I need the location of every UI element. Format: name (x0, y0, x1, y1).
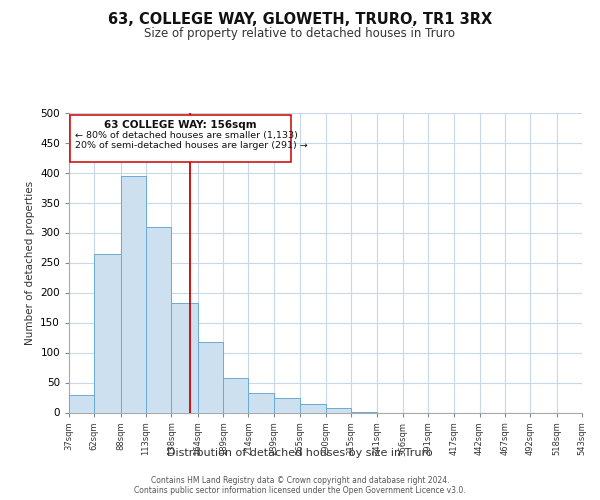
Bar (325, 408, 351, 412)
Bar (172, 302, 198, 412)
Text: 63 COLLEGE WAY: 156sqm: 63 COLLEGE WAY: 156sqm (104, 120, 257, 130)
Text: Contains public sector information licensed under the Open Government Licence v3: Contains public sector information licen… (134, 486, 466, 495)
Bar (121, 176, 146, 412)
Bar (223, 378, 248, 412)
Text: Distribution of detached houses by size in Truro: Distribution of detached houses by size … (167, 448, 433, 458)
FancyBboxPatch shape (70, 115, 291, 162)
Bar (248, 394, 274, 412)
Bar (198, 342, 223, 412)
Text: 20% of semi-detached houses are larger (291) →: 20% of semi-detached houses are larger (… (75, 142, 308, 150)
Text: ← 80% of detached houses are smaller (1,133): ← 80% of detached houses are smaller (1,… (75, 130, 298, 140)
Y-axis label: Number of detached properties: Number of detached properties (25, 180, 35, 344)
Bar (274, 398, 300, 412)
Bar (146, 226, 172, 412)
Bar (94, 254, 121, 412)
Text: 63, COLLEGE WAY, GLOWETH, TRURO, TR1 3RX: 63, COLLEGE WAY, GLOWETH, TRURO, TR1 3RX (108, 12, 492, 28)
Bar (69, 394, 94, 412)
Text: Size of property relative to detached houses in Truro: Size of property relative to detached ho… (145, 28, 455, 40)
Bar (300, 404, 325, 412)
Text: Contains HM Land Registry data © Crown copyright and database right 2024.: Contains HM Land Registry data © Crown c… (151, 476, 449, 485)
